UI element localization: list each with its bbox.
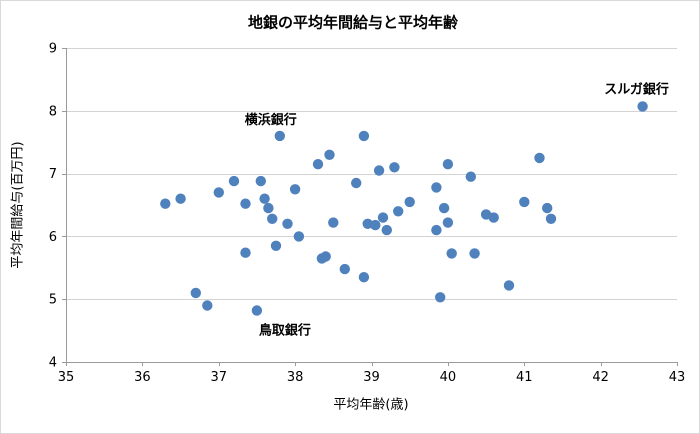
data-point (389, 162, 400, 173)
data-point (358, 130, 370, 142)
data-point (373, 165, 385, 176)
x-tick-label: 39 (363, 370, 380, 385)
y-tick-label: 7 (49, 167, 57, 182)
data-point (381, 224, 392, 236)
data-point (519, 196, 530, 208)
x-tick-label: 38 (287, 370, 304, 385)
annotation-label: スルガ銀行 (604, 81, 669, 97)
data-point (370, 219, 381, 231)
chart-title: 地銀の平均年間給与と平均年齢 (247, 13, 459, 32)
data-point (160, 198, 171, 209)
data-point (442, 217, 454, 228)
data-point (534, 152, 545, 164)
data-point (190, 287, 201, 299)
data-point (488, 212, 499, 223)
data-point (251, 305, 263, 316)
data-point (175, 193, 186, 204)
data-point (545, 213, 557, 224)
data-point (469, 248, 480, 259)
data-point (289, 184, 301, 195)
data-point (320, 251, 331, 262)
data-point (213, 187, 224, 198)
data-point (351, 177, 362, 189)
x-tick-label: 42 (592, 370, 609, 385)
y-tick-label: 8 (49, 104, 57, 119)
data-point (435, 292, 446, 303)
data-point (274, 130, 285, 142)
data-point (324, 149, 335, 160)
data-point (267, 213, 278, 224)
data-point (465, 171, 476, 182)
x-tick-label: 35 (58, 370, 75, 385)
x-tick-label: 40 (440, 370, 457, 385)
data-point (438, 202, 450, 214)
data-point (328, 217, 339, 228)
data-point (442, 159, 454, 170)
y-tick-label: 6 (49, 230, 57, 245)
data-point (240, 198, 251, 209)
data-point (393, 206, 404, 217)
y-tick-label: 4 (49, 356, 57, 371)
x-tick-label: 43 (669, 370, 686, 385)
data-point (404, 196, 415, 208)
data-point (202, 300, 213, 311)
x-tick-label: 37 (210, 370, 227, 385)
data-point (312, 159, 324, 170)
data-point (446, 248, 457, 259)
data-point (637, 101, 648, 112)
data-point (339, 263, 350, 275)
data-point (228, 175, 240, 187)
data-point (431, 182, 442, 193)
annotation-label: 横浜銀行 (245, 112, 297, 128)
x-tick-label: 41 (516, 370, 533, 385)
data-point (293, 231, 305, 242)
annotation-label: 鳥取銀行 (259, 323, 311, 339)
data-point (240, 247, 251, 258)
y-tick-label: 5 (49, 293, 57, 308)
y-tick-label: 9 (49, 42, 57, 57)
x-axis-title: 平均年齢(歳) (333, 397, 409, 413)
data-point (259, 193, 270, 204)
data-point (431, 224, 442, 236)
data-point (503, 280, 515, 291)
data-point (270, 240, 282, 251)
data-point (358, 272, 370, 283)
data-point (542, 202, 553, 214)
x-tick-label: 36 (134, 370, 151, 385)
data-point (377, 212, 389, 223)
data-point (263, 202, 274, 214)
data-point (255, 175, 266, 187)
data-point (282, 218, 293, 229)
